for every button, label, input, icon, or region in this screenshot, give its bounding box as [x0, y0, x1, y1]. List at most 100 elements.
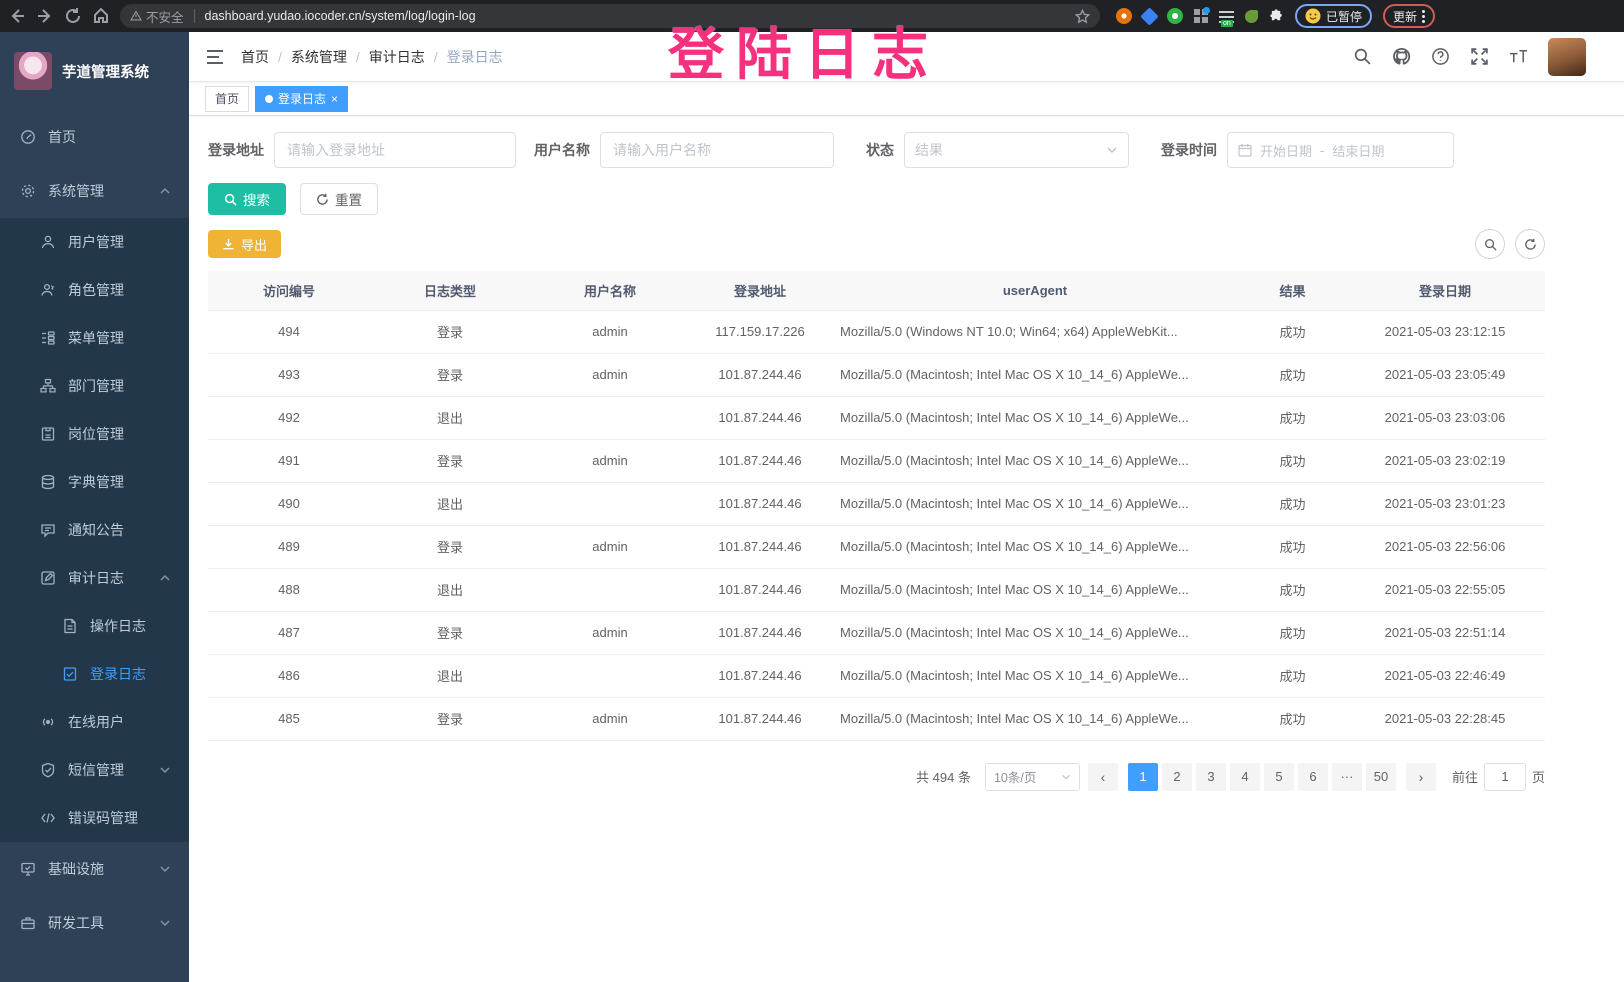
sidebar-item-menu-mgmt[interactable]: 菜单管理	[0, 314, 189, 362]
sidebar-item-dev-tools[interactable]: 研发工具	[0, 896, 189, 950]
dashboard-icon	[21, 130, 35, 144]
sidebar: 芋道管理系统 首页 系统管理 用户管理 角色管理 菜单管理	[0, 32, 189, 982]
username-input[interactable]	[600, 132, 834, 168]
sidebar-item-errorcode-mgmt[interactable]: 错误码管理	[0, 794, 189, 842]
pager-next-button[interactable]: ›	[1405, 762, 1436, 791]
cell-useragent: Mozilla/5.0 (Macintosh; Intel Mac OS X 1…	[830, 654, 1240, 698]
sidebar-item-audit-log[interactable]: 审计日志	[0, 554, 189, 602]
export-button[interactable]: 导出	[208, 230, 282, 258]
url-text: dashboard.yudao.iocoder.cn/system/log/lo…	[204, 9, 476, 23]
header-search-icon[interactable]	[1353, 47, 1372, 66]
browser-update-chip[interactable]: 更新	[1383, 4, 1436, 28]
bookmark-star-icon[interactable]	[1075, 8, 1090, 24]
extension-plant-icon[interactable]	[1245, 9, 1258, 23]
extension-onetab-icon[interactable]: on	[1219, 9, 1234, 27]
sidebar-item-label: 研发工具	[48, 915, 104, 931]
sidebar-item-login-log[interactable]: 登录日志	[0, 650, 189, 698]
extension-grid-icon[interactable]	[1194, 7, 1210, 23]
date-start-placeholder: 开始日期	[1260, 143, 1313, 159]
browser-reload-icon[interactable]	[64, 7, 82, 25]
table-row: 487 登录 admin 101.87.244.46 Mozilla/5.0 (…	[208, 611, 1545, 655]
profile-paused-chip[interactable]: 已暂停	[1295, 4, 1373, 28]
pager-prev-button[interactable]: ‹	[1087, 762, 1118, 791]
browser-back-icon[interactable]	[8, 7, 26, 25]
page-size-select[interactable]: 10条/页	[984, 762, 1080, 791]
cell-username	[530, 654, 690, 698]
cell-login-address: 101.87.244.46	[690, 482, 830, 526]
refresh-table-button[interactable]	[1515, 229, 1545, 259]
table-row: 490 退出 101.87.244.46 Mozilla/5.0 (Macint…	[208, 482, 1545, 526]
toggle-search-button[interactable]	[1475, 229, 1505, 259]
pager-page-2[interactable]: 2	[1161, 762, 1192, 791]
profile-avatar-icon	[1305, 8, 1321, 24]
cell-log-type: 登录	[370, 611, 530, 655]
pager-page-1[interactable]: 1	[1127, 762, 1158, 791]
breadcrumb-home[interactable]: 首页	[241, 48, 269, 65]
tag-login-log[interactable]: 登录日志 ×	[255, 85, 349, 112]
pager-ellipsis[interactable]: ···	[1331, 762, 1362, 791]
login-time-label: 登录时间	[1161, 142, 1217, 158]
tag-close-icon[interactable]: ×	[331, 91, 339, 106]
login-address-input[interactable]	[274, 132, 516, 168]
sidebar-item-online-users[interactable]: 在线用户	[0, 698, 189, 746]
sidebar-item-system-mgmt[interactable]: 系统管理	[0, 164, 189, 218]
extension-green-heart-icon[interactable]	[1167, 8, 1183, 24]
warning-triangle-icon	[130, 10, 142, 21]
cell-id: 489	[208, 525, 370, 569]
user-avatar[interactable]	[1548, 37, 1586, 76]
extension-orange-icon[interactable]	[1116, 8, 1132, 24]
pager-page-50[interactable]: 50	[1365, 762, 1396, 791]
app-logo[interactable]: 芋道管理系统	[0, 32, 189, 110]
hamburger-icon[interactable]	[205, 47, 225, 67]
github-icon[interactable]	[1392, 47, 1411, 66]
cell-result: 成功	[1240, 310, 1345, 354]
pager-page-3[interactable]: 3	[1195, 762, 1226, 791]
goto-page-input[interactable]	[1483, 762, 1526, 791]
breadcrumb-current: 登录日志	[446, 48, 503, 65]
reset-button[interactable]: 重置	[300, 183, 378, 215]
pager-page-6[interactable]: 6	[1297, 762, 1328, 791]
address-bar[interactable]: 不安全 dashboard.yudao.iocoder.cn/system/lo…	[120, 4, 1100, 28]
font-size-icon[interactable]	[1509, 47, 1528, 66]
sidebar-item-infrastructure[interactable]: 基础设施	[0, 842, 189, 896]
tag-home[interactable]: 首页	[205, 85, 250, 112]
fullscreen-icon[interactable]	[1470, 47, 1489, 66]
login-time-range-picker[interactable]: 开始日期 - 结束日期	[1227, 132, 1454, 168]
sidebar-item-label: 首页	[48, 129, 76, 145]
browser-menu-icon[interactable]	[1422, 9, 1426, 23]
browser-home-icon[interactable]	[92, 7, 110, 25]
browser-forward-icon[interactable]	[36, 7, 54, 25]
pager-page-4[interactable]: 4	[1229, 762, 1260, 791]
operation-log-icon	[64, 618, 76, 634]
cell-username: admin	[530, 697, 690, 741]
cell-log-type: 退出	[370, 654, 530, 698]
sidebar-item-sms-mgmt[interactable]: 短信管理	[0, 746, 189, 794]
col-header-useragent: userAgent	[830, 271, 1240, 311]
cell-login-address: 101.87.244.46	[690, 396, 830, 440]
help-icon[interactable]	[1431, 47, 1450, 66]
goto-suffix: 页	[1531, 770, 1545, 785]
pager-page-5[interactable]: 5	[1263, 762, 1294, 791]
cell-login-address: 101.87.244.46	[690, 568, 830, 612]
breadcrumb-system[interactable]: 系统管理	[290, 48, 347, 65]
search-button[interactable]: 搜索	[208, 183, 286, 215]
extensions-row: on 已暂停 更新	[1116, 4, 1436, 28]
sidebar-item-post-mgmt[interactable]: 岗位管理	[0, 410, 189, 458]
extension-blue-diamond-icon[interactable]	[1140, 6, 1159, 26]
cell-result: 成功	[1240, 439, 1345, 483]
sidebar-item-home[interactable]: 首页	[0, 110, 189, 164]
cell-login-address: 101.87.244.46	[690, 525, 830, 569]
badge-icon	[41, 427, 55, 441]
sidebar-item-user-mgmt[interactable]: 用户管理	[0, 218, 189, 266]
sidebar-item-dict-mgmt[interactable]: 字典管理	[0, 458, 189, 506]
sidebar-item-operation-log[interactable]: 操作日志	[0, 602, 189, 650]
breadcrumb-audit[interactable]: 审计日志	[368, 48, 425, 65]
table-row: 486 退出 101.87.244.46 Mozilla/5.0 (Macint…	[208, 654, 1545, 698]
sidebar-item-dept-mgmt[interactable]: 部门管理	[0, 362, 189, 410]
not-secure-warning[interactable]: 不安全	[130, 7, 184, 26]
sidebar-item-notice[interactable]: 通知公告	[0, 506, 189, 554]
sidebar-item-role-mgmt[interactable]: 角色管理	[0, 266, 189, 314]
extensions-puzzle-icon[interactable]	[1269, 8, 1284, 24]
date-separator: -	[1320, 142, 1325, 158]
status-select[interactable]: 结果	[904, 132, 1129, 168]
